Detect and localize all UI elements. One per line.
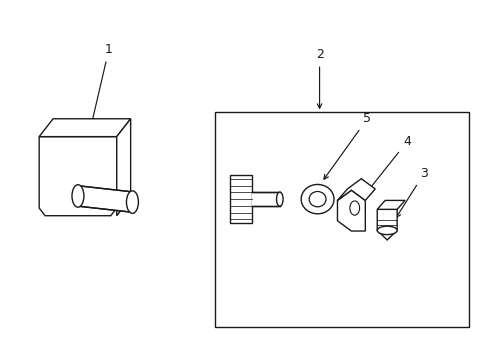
- Bar: [215, 112, 468, 327]
- Ellipse shape: [276, 192, 283, 206]
- Polygon shape: [39, 119, 130, 137]
- Ellipse shape: [376, 226, 396, 235]
- Polygon shape: [251, 192, 279, 206]
- Polygon shape: [376, 201, 404, 210]
- Ellipse shape: [72, 185, 84, 207]
- Text: 3: 3: [395, 167, 427, 217]
- Ellipse shape: [126, 191, 138, 213]
- Text: 1: 1: [88, 43, 112, 131]
- Text: 5: 5: [323, 112, 370, 179]
- Bar: [230, 175, 251, 223]
- Text: 2: 2: [315, 49, 323, 108]
- Polygon shape: [337, 190, 365, 231]
- Polygon shape: [337, 179, 374, 201]
- Polygon shape: [78, 186, 132, 212]
- Ellipse shape: [301, 184, 333, 214]
- Polygon shape: [117, 119, 130, 216]
- Ellipse shape: [308, 192, 325, 207]
- Polygon shape: [376, 210, 396, 240]
- Ellipse shape: [349, 201, 359, 215]
- Text: 4: 4: [363, 135, 410, 196]
- Polygon shape: [39, 137, 117, 216]
